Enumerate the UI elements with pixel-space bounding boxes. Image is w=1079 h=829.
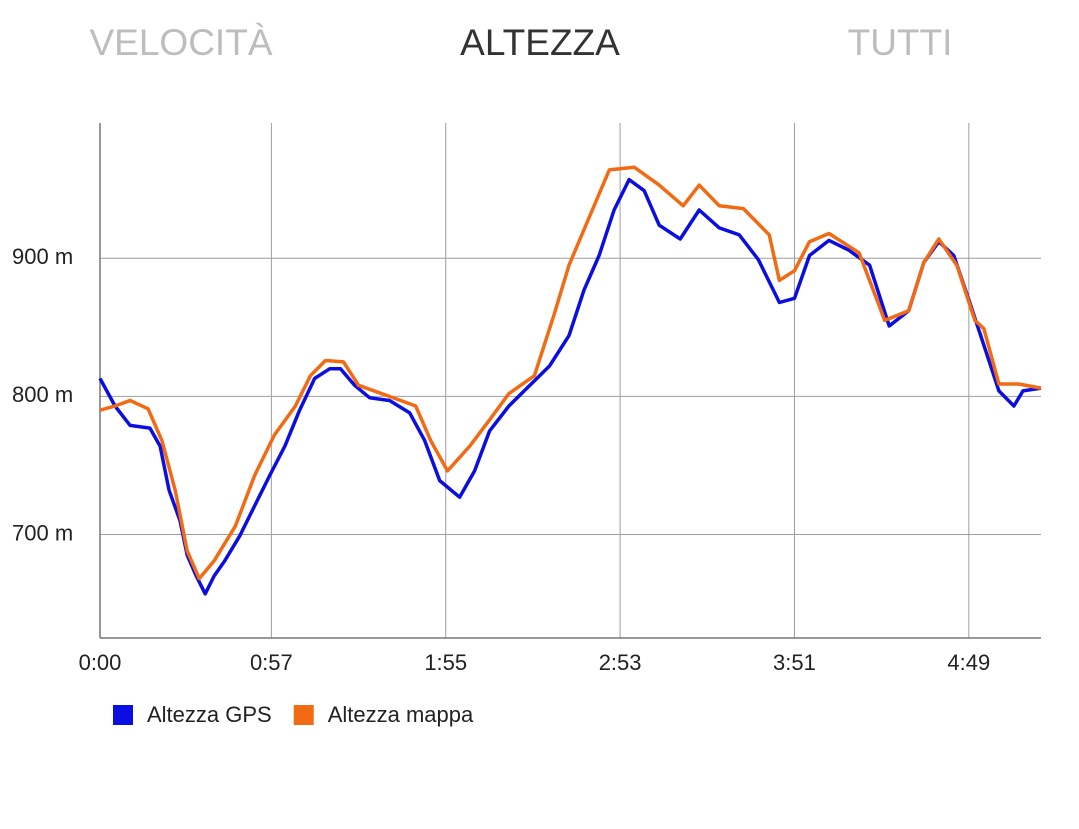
x-tick-label: 0:57 <box>250 650 293 675</box>
x-tick-label: 1:55 <box>424 650 467 675</box>
tab[interactable]: ALTEZZA <box>460 22 620 63</box>
x-tick-label: 2:53 <box>599 650 642 675</box>
legend-label: Altezza GPS <box>147 702 272 727</box>
tab[interactable]: TUTTI <box>847 22 953 63</box>
y-tick-label: 700 m <box>12 520 73 545</box>
legend-swatch <box>113 705 133 725</box>
legend-label: Altezza mappa <box>328 702 474 727</box>
x-tick-label: 0:00 <box>79 650 122 675</box>
tab-bar: VELOCITÀ ALTEZZA TUTTI <box>0 22 1079 78</box>
data-line <box>99 165 1042 581</box>
y-tick-label: 900 m <box>12 244 73 269</box>
y-tick-label: 800 m <box>12 382 73 407</box>
legend-swatch <box>293 705 314 725</box>
x-tick-label: 3:51 <box>773 650 816 675</box>
data-line <box>98 177 1042 596</box>
x-tick-label: 4:49 <box>947 650 990 675</box>
tab[interactable]: VELOCITÀ <box>89 22 273 63</box>
